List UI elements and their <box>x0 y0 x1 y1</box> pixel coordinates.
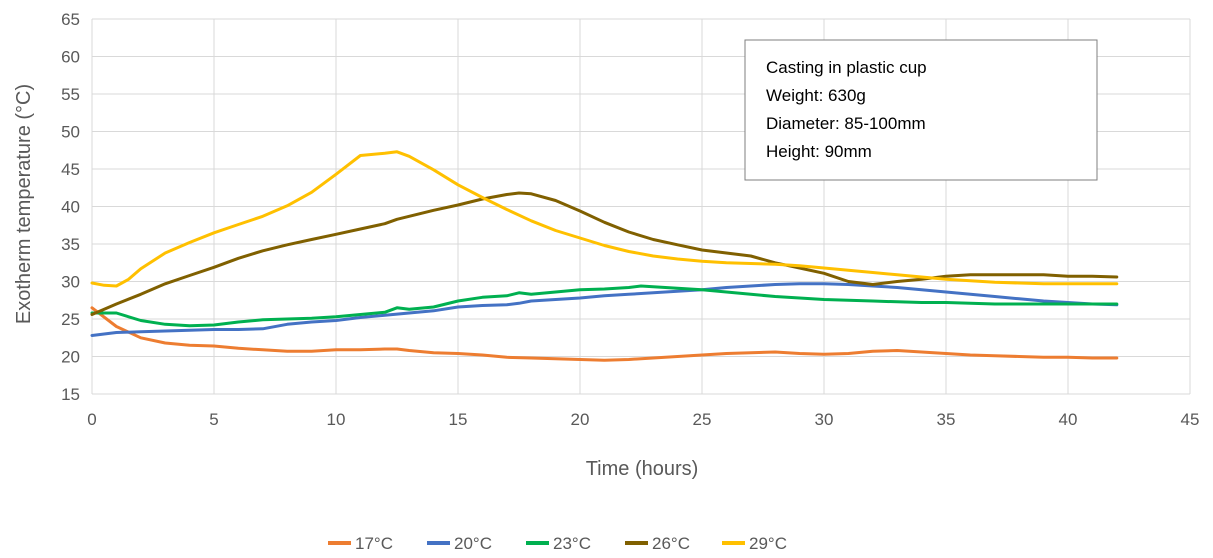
annotation-box: Casting in plastic cup Weight: 630g Diam… <box>744 39 1098 181</box>
annotation-line-1: Casting in plastic cup <box>766 58 927 77</box>
legend-item: 20°C <box>427 534 492 553</box>
x-tick-label: 20 <box>571 410 590 429</box>
series-lines <box>90 150 1119 362</box>
legend-label: 20°C <box>454 534 492 553</box>
y-tick-label: 30 <box>61 273 80 292</box>
legend-label: 29°C <box>749 534 787 553</box>
x-tick-label: 15 <box>449 410 468 429</box>
legend-item: 23°C <box>526 534 591 553</box>
x-tick-label: 25 <box>693 410 712 429</box>
annotation-line-3: Diameter: 85-100mm <box>766 114 926 133</box>
legend: 17°C 20°C 23°C 26°C 29°C <box>328 534 787 553</box>
y-axis-title: Exotherm temperature (°C) <box>13 84 35 324</box>
annotation-frame <box>744 39 1098 181</box>
y-tick-label: 65 <box>61 10 80 29</box>
x-axis-title: Time (hours) <box>586 458 699 480</box>
y-tick-label: 60 <box>61 48 80 67</box>
y-tick-label: 20 <box>61 348 80 367</box>
y-tick-label: 25 <box>61 310 80 329</box>
x-tick-label: 40 <box>1059 410 1078 429</box>
x-tick-label: 0 <box>87 410 96 429</box>
x-tick-label: 45 <box>1181 410 1200 429</box>
x-tick-label: 5 <box>209 410 218 429</box>
y-tick-label: 15 <box>61 385 80 404</box>
series-line-1 <box>90 282 1119 337</box>
x-tick-label: 10 <box>327 410 346 429</box>
legend-label: 23°C <box>553 534 591 553</box>
legend-item: 17°C <box>328 534 393 553</box>
x-tick-label: 35 <box>937 410 956 429</box>
x-tick-label: 30 <box>815 410 834 429</box>
legend-label: 26°C <box>652 534 690 553</box>
grid <box>91 18 1191 395</box>
axes: 15 20 25 30 35 40 45 50 55 60 65 0 5 10 15 20 25 30 35 40 45 <box>61 10 1199 429</box>
legend-item: 29°C <box>722 534 787 553</box>
legend-label: 17°C <box>355 534 393 553</box>
y-tick-label: 35 <box>61 235 80 254</box>
annotation-line-2: Weight: 630g <box>766 86 866 105</box>
series-line-4 <box>90 150 1119 288</box>
y-tick-label: 45 <box>61 160 80 179</box>
y-tick-label: 40 <box>61 198 80 217</box>
y-tick-label: 50 <box>61 123 80 142</box>
series-line-2 <box>90 284 1119 328</box>
legend-item: 26°C <box>625 534 690 553</box>
y-tick-label: 55 <box>61 85 80 104</box>
annotation-line-4: Height: 90mm <box>766 142 872 161</box>
series-line-0 <box>90 306 1119 362</box>
